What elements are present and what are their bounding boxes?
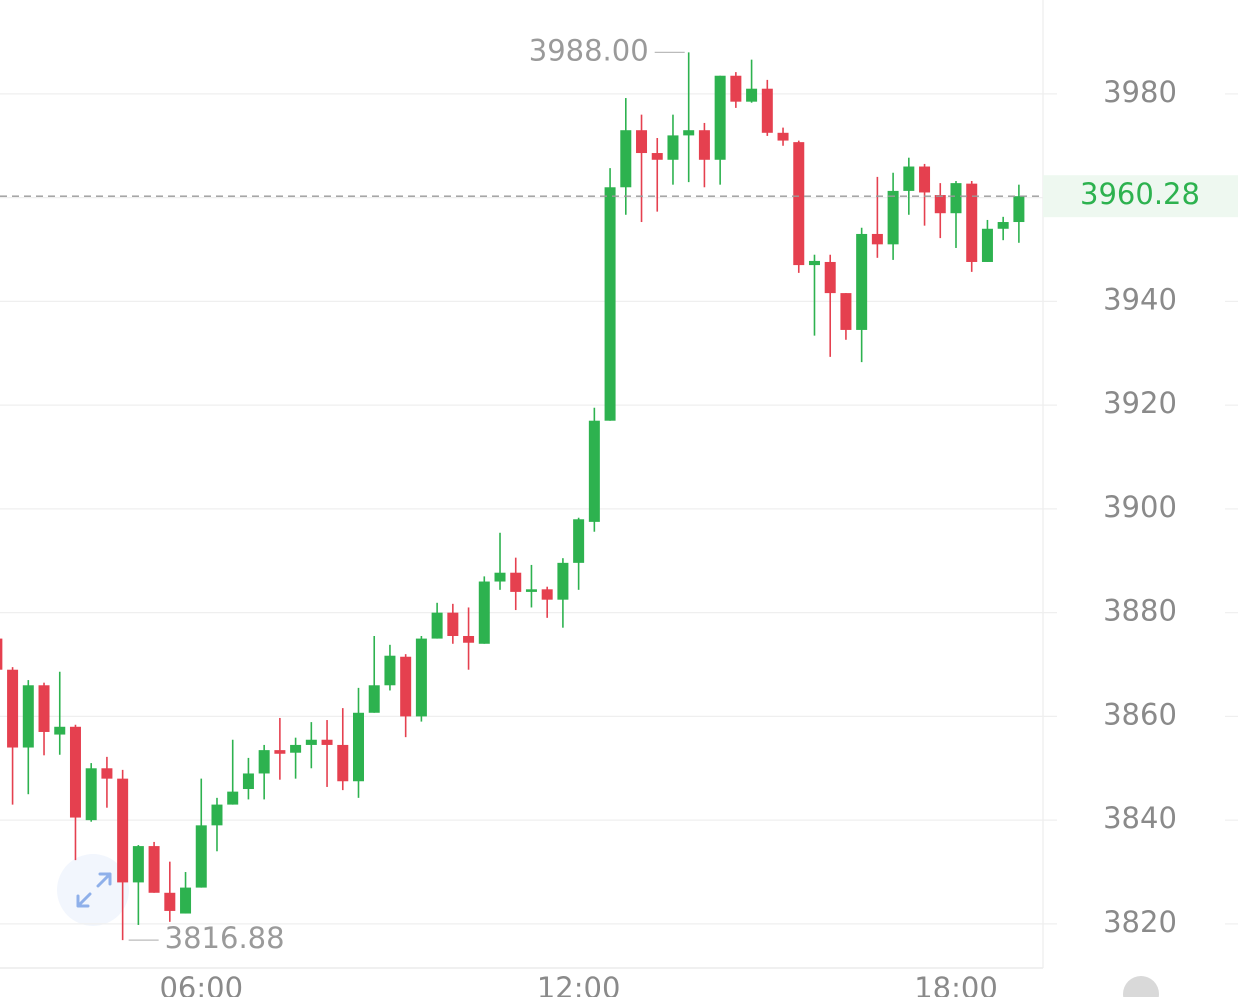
candle-body <box>478 581 490 644</box>
kline-button[interactable] <box>1123 976 1159 997</box>
candle-body <box>274 750 286 754</box>
candle-body <box>604 187 616 421</box>
y-tick-label: 3820 <box>1103 905 1177 939</box>
candle-body <box>808 260 820 266</box>
y-tick-label: 3900 <box>1103 490 1177 524</box>
candle-body <box>746 88 758 102</box>
last-price-label: 3960.28 <box>1080 177 1200 211</box>
candle-body <box>777 132 789 141</box>
candle-body <box>856 233 868 330</box>
candle-body <box>510 572 522 592</box>
candle-body <box>714 75 726 160</box>
candle-body <box>352 712 364 782</box>
candle-body <box>337 744 349 782</box>
candle-body <box>242 773 254 790</box>
candle-body <box>148 846 160 893</box>
candle-body <box>588 420 600 522</box>
candle-body <box>667 135 679 160</box>
x-tick-label: 12:00 <box>537 971 621 997</box>
y-tick-label: 3880 <box>1103 594 1177 628</box>
candle-body <box>258 750 270 774</box>
y-tick-label: 3940 <box>1103 282 1177 316</box>
candle-body <box>463 635 475 643</box>
candle-body <box>840 293 852 330</box>
candle-body <box>871 233 883 245</box>
candle-body <box>966 183 978 262</box>
candle-body <box>180 887 192 914</box>
expand-button-bg <box>57 854 129 926</box>
candle-body <box>541 589 553 600</box>
y-tick-label: 3920 <box>1103 386 1177 420</box>
candle-body <box>903 166 915 191</box>
y-tick-label: 3980 <box>1103 75 1177 109</box>
candle-body <box>431 612 443 639</box>
candle-body <box>54 726 66 735</box>
candle-body <box>525 589 537 592</box>
candle-body <box>919 166 931 193</box>
candle-body <box>384 655 396 686</box>
candle-body <box>1013 196 1025 223</box>
candle-body <box>38 685 50 732</box>
candle-body <box>400 656 412 717</box>
candle-body <box>368 685 380 713</box>
x-tick-label: 06:00 <box>159 971 243 997</box>
candle-body <box>211 804 223 826</box>
candle-body <box>164 892 176 911</box>
candle-body <box>0 638 3 670</box>
candle-body <box>117 778 129 883</box>
last-price-bg <box>1043 175 1238 218</box>
candle-body <box>494 572 506 582</box>
kline-button-bg <box>1123 976 1159 997</box>
candle-body <box>22 685 34 748</box>
expand-button[interactable] <box>57 854 129 926</box>
y-tick-label: 3840 <box>1103 801 1177 835</box>
candle-body <box>651 153 663 160</box>
x-tick-label: 18:00 <box>914 971 998 997</box>
candle-body <box>761 88 773 133</box>
candle-body <box>85 768 97 821</box>
candle-body <box>793 142 805 266</box>
candle-body <box>620 130 632 188</box>
candle-body <box>447 612 459 636</box>
candle-body <box>824 261 836 294</box>
candle-body <box>887 190 899 245</box>
candle-body <box>415 638 427 717</box>
candle-body <box>981 228 993 262</box>
candle-body <box>7 669 19 748</box>
candle-body <box>101 768 113 779</box>
candle-body <box>227 791 239 805</box>
candle-body <box>730 75 742 102</box>
candle-body <box>557 562 569 600</box>
y-tick-label: 3860 <box>1103 697 1177 731</box>
candle-body <box>69 726 81 818</box>
candle-body <box>636 130 648 154</box>
candle-body <box>950 183 962 214</box>
candle-body <box>132 846 144 883</box>
candle-body <box>321 739 333 745</box>
candle-body <box>195 825 207 888</box>
candle-body <box>305 739 317 745</box>
candle-body <box>997 222 1009 229</box>
candle-body <box>573 519 585 563</box>
low-marker-label: 3816.88 <box>165 921 285 955</box>
high-marker-label: 3988.00 <box>529 33 649 67</box>
candle-body <box>698 130 710 160</box>
candle-body <box>290 744 302 753</box>
expand-icon <box>76 872 112 908</box>
candle-body <box>683 130 695 136</box>
candle-body <box>934 195 946 214</box>
